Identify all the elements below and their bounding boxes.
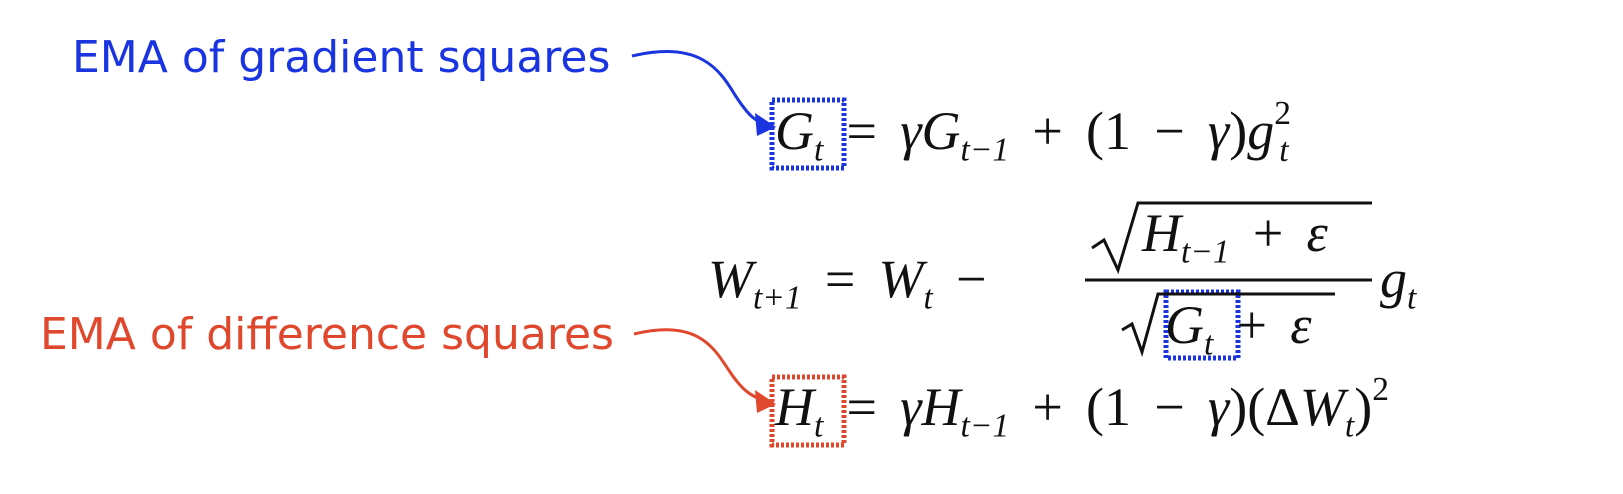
gradient-arrowhead xyxy=(755,113,776,136)
gradient-annotation-label: EMA of gradient squares xyxy=(72,32,611,83)
W-update-left: Wt+1 = Wt − xyxy=(708,249,987,317)
numerator-sqrt-sign xyxy=(1091,201,1142,275)
G-update-equation: Gt = γGt−1 + (1 − γ)g2t xyxy=(775,94,1291,169)
W-update-right: gt xyxy=(1380,249,1417,317)
G-t-denominator-highlight-box xyxy=(1163,289,1241,361)
denominator-sqrt-sign xyxy=(1121,292,1162,357)
gradient-arrow xyxy=(631,50,771,128)
difference-arrow xyxy=(633,328,771,404)
difference-annotation-label: EMA of difference squares xyxy=(40,309,614,360)
difference-arrowhead xyxy=(755,390,776,413)
H-update-equation: Ht = γHt−1 + (1 − γ)(ΔWt)2 xyxy=(775,370,1389,445)
G-t-highlight-box xyxy=(769,97,847,171)
W-update-numerator: Ht−1 + ε xyxy=(1142,203,1328,271)
H-t-highlight-box xyxy=(769,374,847,448)
W-update-denominator: Gt + ε xyxy=(1165,295,1312,363)
